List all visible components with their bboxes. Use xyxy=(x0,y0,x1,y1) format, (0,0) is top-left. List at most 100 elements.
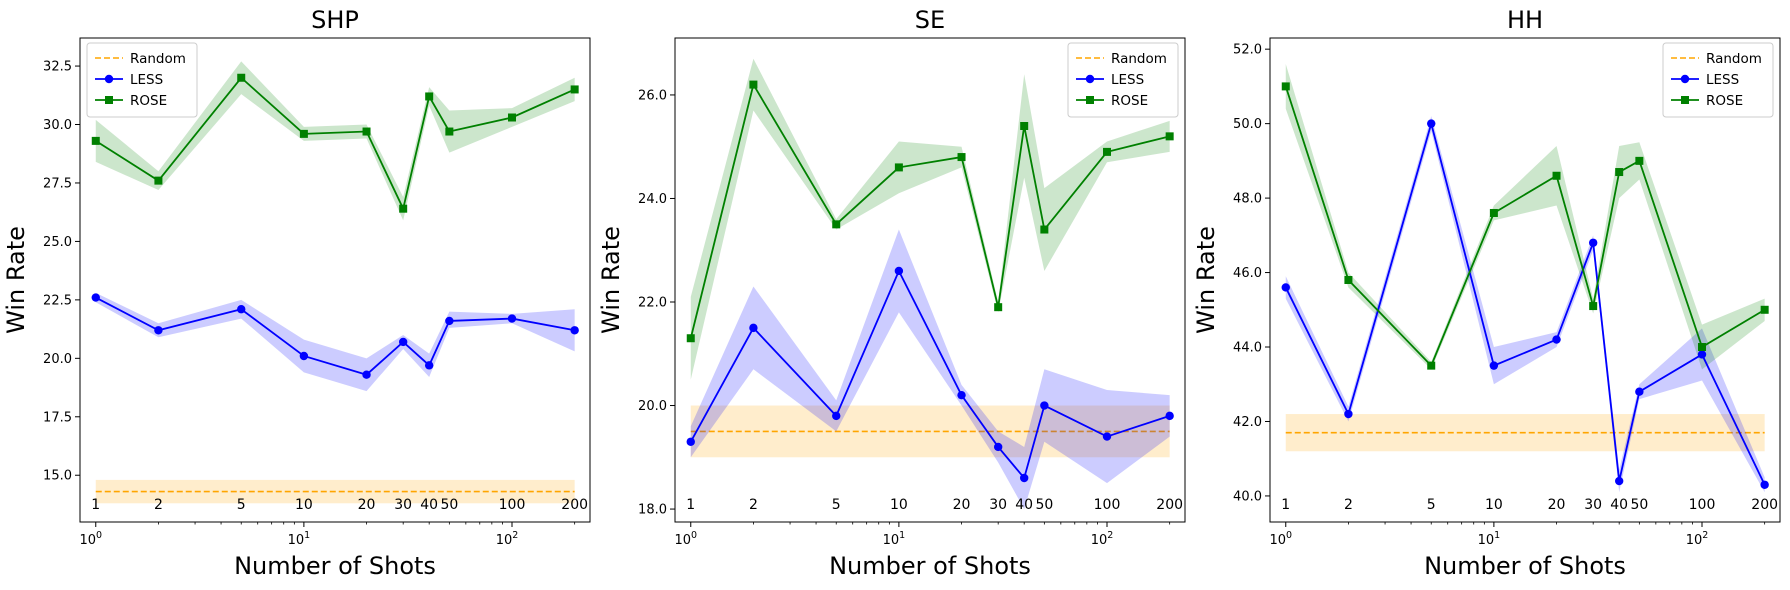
y-axis-label: Win Rate xyxy=(1192,226,1220,334)
rose-point xyxy=(994,303,1003,312)
y-tick-label: 17.5 xyxy=(43,410,72,425)
y-axis-label: Win Rate xyxy=(597,226,625,334)
legend-label-rose: ROSE xyxy=(130,93,167,109)
shot-count-label: 40 xyxy=(1015,497,1033,513)
less-point xyxy=(1614,476,1624,486)
legend: Random LESS ROSE xyxy=(86,42,198,118)
y-tick-label: 40.0 xyxy=(1233,489,1262,504)
less-point xyxy=(91,293,100,302)
y-tick-label: 20.0 xyxy=(638,399,667,414)
rose-point xyxy=(508,113,517,122)
rose-point xyxy=(1760,305,1769,314)
less-point xyxy=(1281,283,1290,292)
less-point xyxy=(832,411,841,421)
legend-marker-square xyxy=(1086,96,1094,104)
shot-count-label: 10 xyxy=(1485,497,1503,513)
y-tick-label: 50.0 xyxy=(1233,117,1262,132)
plot-area xyxy=(686,58,1174,510)
legend-box xyxy=(86,42,198,118)
rose-point xyxy=(1344,276,1353,284)
less-point xyxy=(957,390,966,400)
rose-point xyxy=(399,204,408,213)
shot-count-label: 20 xyxy=(953,497,971,513)
axes-frame xyxy=(674,37,1186,523)
less-point xyxy=(749,323,758,333)
less-point xyxy=(424,361,434,370)
rose-point xyxy=(1040,225,1049,234)
less-point xyxy=(686,437,695,446)
rose-point xyxy=(1489,208,1498,217)
less-series-line xyxy=(1284,120,1766,486)
chart-panel-shp: 1 2 5 10 20 30 40 50 100 200 15.0 17.5 20.0 22.5 25.0 2… xyxy=(2,6,591,580)
rose-series-line xyxy=(689,82,1170,339)
rose-point xyxy=(1615,168,1624,177)
less-point xyxy=(1760,480,1769,489)
less-point xyxy=(237,305,246,314)
shot-count-label: 200 xyxy=(1751,497,1778,513)
rose-point xyxy=(749,80,758,89)
shot-count-label: 100 xyxy=(1094,497,1121,513)
less-series-line xyxy=(95,296,575,376)
x-tick-label: 101 xyxy=(288,530,311,548)
y-tick-label: 30.0 xyxy=(43,118,72,133)
legend: Random LESS ROSE xyxy=(1067,42,1179,118)
less-point xyxy=(507,314,517,323)
x-tick-label: 102 xyxy=(496,530,519,548)
shot-count-label: 5 xyxy=(1427,497,1436,513)
legend-label-less: LESS xyxy=(130,72,163,88)
shot-count-label: 2 xyxy=(154,497,163,513)
less-point xyxy=(1635,387,1644,396)
x-axis-label: Number of Shots xyxy=(829,552,1031,580)
less-point xyxy=(993,442,1003,452)
legend-label-random: Random xyxy=(1111,51,1167,67)
rose-point xyxy=(570,85,579,94)
rose-point xyxy=(1427,361,1436,370)
shot-count-label: 1 xyxy=(1281,497,1290,513)
less-point xyxy=(1102,432,1112,441)
less-confidence-band xyxy=(690,229,1170,510)
rose-point xyxy=(299,129,308,138)
x-axis-label: Number of Shots xyxy=(1424,552,1626,580)
rose-point xyxy=(1698,343,1707,352)
y-tick-label: 26.0 xyxy=(638,88,667,103)
less-point xyxy=(1489,361,1499,370)
rose-point xyxy=(832,220,841,229)
less-point xyxy=(445,316,454,326)
less-point xyxy=(1040,401,1049,410)
y-tick-label: 22.0 xyxy=(638,296,667,311)
y-tick-label: 27.5 xyxy=(43,176,72,191)
less-confidence-band xyxy=(1285,116,1765,493)
less-point xyxy=(1019,473,1029,483)
less-point xyxy=(362,370,371,379)
x-tick-label: 100 xyxy=(1269,530,1292,548)
shot-count-label: 40 xyxy=(1610,497,1628,513)
shot-count-label: 20 xyxy=(358,497,376,513)
legend-label-random: Random xyxy=(1706,51,1762,67)
rose-point xyxy=(1103,147,1112,156)
rose-point xyxy=(237,73,246,82)
shot-count-label: 30 xyxy=(1584,497,1602,513)
x-tick-label: 100 xyxy=(674,530,697,548)
y-tick-label: 48.0 xyxy=(1233,192,1262,207)
y-tick-label: 32.5 xyxy=(43,60,72,75)
shot-count-label: 200 xyxy=(1156,497,1183,513)
y-tick-label: 22.5 xyxy=(43,293,72,308)
shot-count-label: 10 xyxy=(890,497,908,513)
rose-point xyxy=(1635,156,1644,165)
legend-marker-circle xyxy=(1680,74,1690,84)
shot-count-label: 2 xyxy=(1344,497,1353,513)
rose-series-line xyxy=(95,76,576,212)
x-tick-label: 100 xyxy=(79,530,102,548)
less-point xyxy=(1427,119,1436,128)
less-point xyxy=(154,326,163,335)
plot-area xyxy=(1281,64,1769,493)
rose-point xyxy=(425,92,434,101)
legend-label-rose: ROSE xyxy=(1111,93,1148,109)
shot-count-label: 200 xyxy=(561,497,588,513)
less-point xyxy=(398,337,408,347)
y-tick-label: 46.0 xyxy=(1233,266,1262,281)
legend-label-rose: ROSE xyxy=(1706,93,1743,109)
shot-count-label: 100 xyxy=(499,497,526,513)
x-tick-label: 102 xyxy=(1686,530,1709,548)
